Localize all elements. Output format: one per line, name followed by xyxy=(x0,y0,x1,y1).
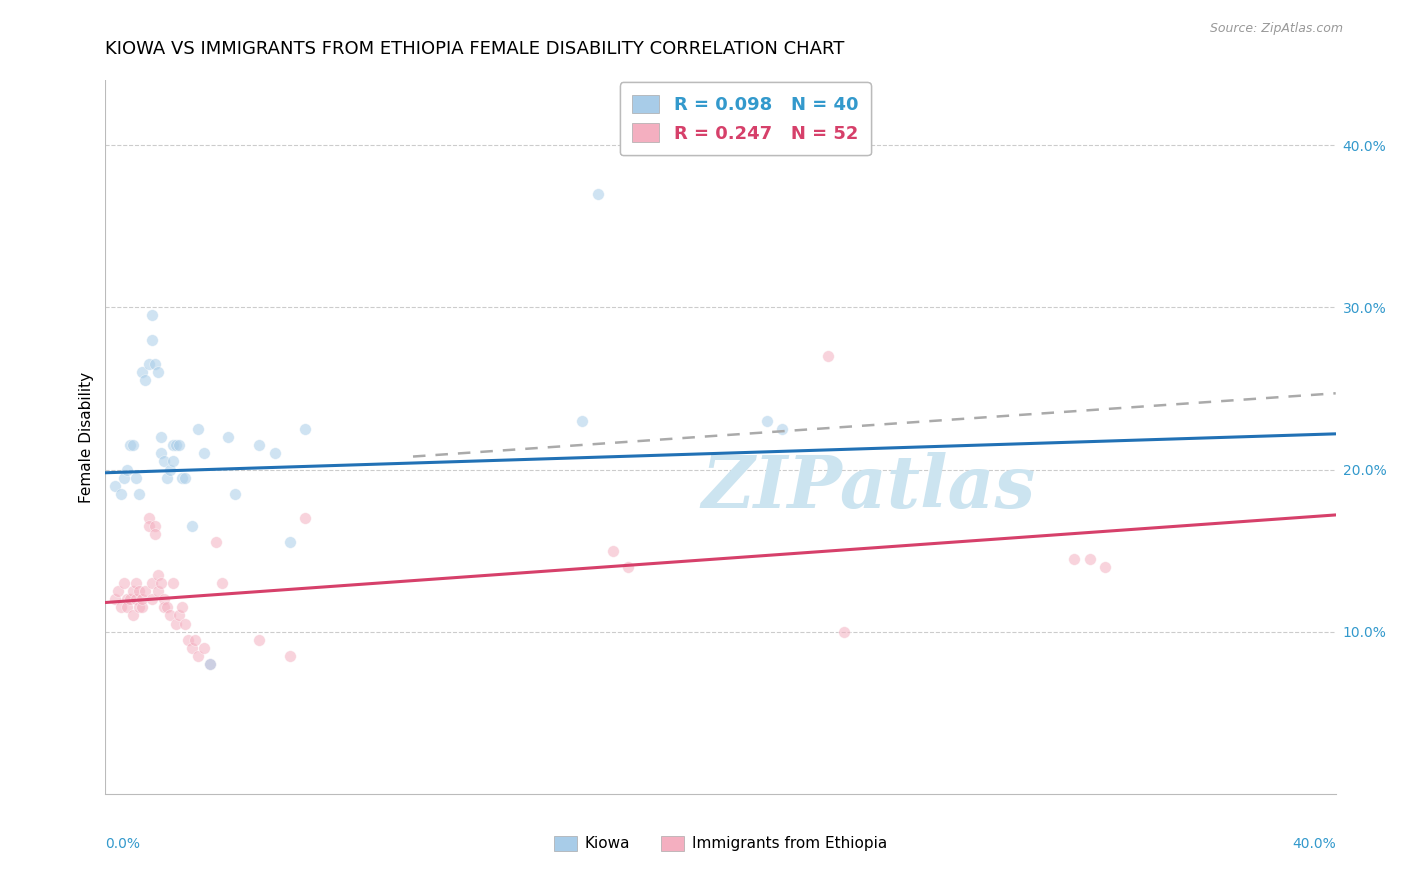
Point xyxy=(149,446,172,460)
Point xyxy=(159,608,181,623)
Point xyxy=(107,584,129,599)
Point xyxy=(224,487,246,501)
Point xyxy=(1063,551,1085,566)
Point xyxy=(122,608,145,623)
Point xyxy=(146,568,169,582)
Point xyxy=(193,446,215,460)
Point xyxy=(153,454,176,468)
Point xyxy=(617,559,640,574)
Point xyxy=(134,373,156,387)
Point xyxy=(122,438,145,452)
Text: ZIPatlas: ZIPatlas xyxy=(702,451,1035,523)
Point xyxy=(169,608,191,623)
Point xyxy=(294,422,316,436)
Point xyxy=(156,470,179,484)
Point xyxy=(141,333,163,347)
Point xyxy=(180,519,202,533)
Point xyxy=(128,584,150,599)
Point xyxy=(187,648,209,663)
Point xyxy=(141,592,163,607)
Point xyxy=(247,632,270,647)
Point xyxy=(165,616,187,631)
Point xyxy=(138,519,160,533)
Point xyxy=(198,657,221,672)
Point xyxy=(134,584,156,599)
Point xyxy=(138,511,160,525)
Point xyxy=(146,584,169,599)
Point xyxy=(205,535,228,549)
Point xyxy=(187,422,209,436)
Point xyxy=(278,535,301,549)
Point xyxy=(125,592,148,607)
Point xyxy=(125,470,148,484)
Point xyxy=(131,592,153,607)
Point xyxy=(143,527,166,541)
Point xyxy=(211,576,233,591)
Point xyxy=(832,624,855,639)
Text: KIOWA VS IMMIGRANTS FROM ETHIOPIA FEMALE DISABILITY CORRELATION CHART: KIOWA VS IMMIGRANTS FROM ETHIOPIA FEMALE… xyxy=(105,40,845,58)
Point xyxy=(770,422,793,436)
Legend: R = 0.098   N = 40, R = 0.247   N = 52: R = 0.098 N = 40, R = 0.247 N = 52 xyxy=(620,82,870,155)
Point xyxy=(149,430,172,444)
Point xyxy=(183,632,205,647)
Point xyxy=(602,543,624,558)
Point xyxy=(169,438,191,452)
Point xyxy=(125,576,148,591)
Point xyxy=(159,462,181,476)
Point xyxy=(120,592,141,607)
Y-axis label: Female Disability: Female Disability xyxy=(79,371,94,503)
Point xyxy=(115,592,138,607)
Point xyxy=(112,576,135,591)
Point xyxy=(156,600,179,615)
Point xyxy=(115,462,138,476)
Point xyxy=(177,632,200,647)
Point xyxy=(172,470,194,484)
Point xyxy=(586,186,609,201)
Point xyxy=(131,365,153,379)
Point xyxy=(143,519,166,533)
Point xyxy=(162,576,184,591)
Text: Source: ZipAtlas.com: Source: ZipAtlas.com xyxy=(1209,22,1343,36)
Point xyxy=(153,592,176,607)
Point xyxy=(128,487,150,501)
Point xyxy=(263,446,285,460)
Point xyxy=(247,438,270,452)
Point xyxy=(294,511,316,525)
Point xyxy=(180,640,202,655)
Text: 40.0%: 40.0% xyxy=(1292,837,1336,851)
Point xyxy=(115,600,138,615)
Point xyxy=(817,349,839,363)
Point xyxy=(571,414,593,428)
Point xyxy=(174,616,197,631)
Text: 0.0%: 0.0% xyxy=(105,837,141,851)
Point xyxy=(110,600,132,615)
Point xyxy=(218,430,240,444)
Point xyxy=(143,357,166,371)
Point xyxy=(172,600,194,615)
Point xyxy=(162,438,184,452)
Point xyxy=(146,365,169,379)
Point xyxy=(141,309,163,323)
Point xyxy=(193,640,215,655)
Point xyxy=(122,584,145,599)
Point xyxy=(128,600,150,615)
Point xyxy=(110,487,132,501)
Point xyxy=(198,657,221,672)
Point xyxy=(153,600,176,615)
Point xyxy=(131,600,153,615)
Point xyxy=(120,438,141,452)
Point xyxy=(755,414,778,428)
Point xyxy=(138,357,160,371)
Point xyxy=(1094,559,1116,574)
Point xyxy=(149,576,172,591)
Point xyxy=(174,470,197,484)
Point xyxy=(141,576,163,591)
Point xyxy=(112,470,135,484)
Point xyxy=(162,454,184,468)
Point xyxy=(165,438,187,452)
Point xyxy=(1078,551,1101,566)
Point xyxy=(104,592,127,607)
Point xyxy=(104,479,127,493)
Point xyxy=(278,648,301,663)
